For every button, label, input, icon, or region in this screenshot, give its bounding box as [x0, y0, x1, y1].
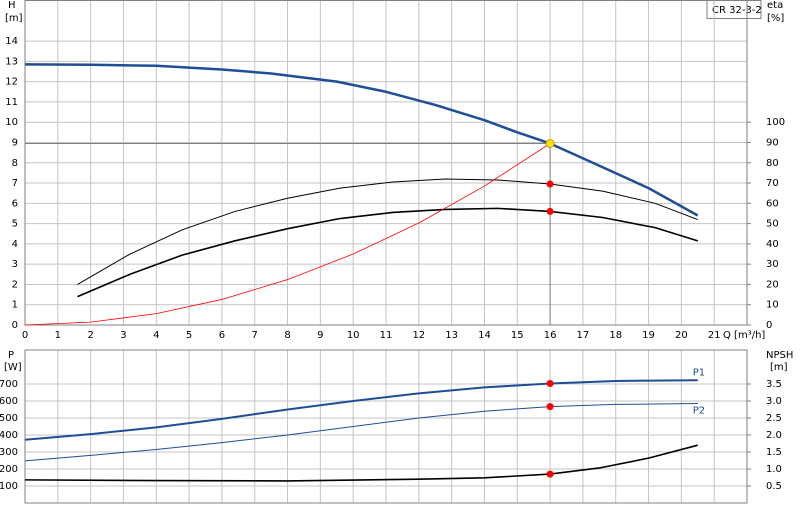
y2-tick-label: 40 — [766, 239, 779, 250]
y-axis-unit: [m] — [5, 13, 23, 24]
y-axis-label: P — [8, 350, 14, 361]
marker-dot — [546, 180, 554, 188]
x-axis-label: Q [m³/h] — [723, 330, 765, 341]
y2-tick-label: 1.5 — [766, 447, 782, 458]
y-tick-label: 13 — [5, 56, 18, 67]
y2-tick-label: 60 — [766, 198, 779, 209]
y-tick-label: 10 — [5, 117, 18, 128]
series-label: P1 — [693, 367, 705, 378]
y-tick-label: 12 — [5, 77, 18, 88]
marker-dot — [546, 470, 554, 478]
y-tick-label: 0 — [12, 320, 18, 331]
y2-axis-label: NPSH — [766, 350, 793, 361]
x-tick-label: 6 — [219, 330, 225, 341]
y2-tick-label: 1.0 — [766, 464, 782, 475]
y2-tick-label: 20 — [766, 279, 779, 290]
y2-axis-unit: [m] — [770, 362, 788, 373]
x-tick-label: 12 — [412, 330, 425, 341]
x-tick-label: 4 — [153, 330, 159, 341]
y-axis-label: H — [8, 0, 16, 11]
curve — [24, 444, 698, 482]
y-tick-label: 5 — [12, 219, 18, 230]
chart-title: CR 32-3-2 — [712, 5, 762, 16]
y2-tick-label: 70 — [766, 178, 779, 189]
y2-tick-label: 100 — [766, 117, 785, 128]
y2-tick-label: 30 — [766, 259, 779, 270]
y2-axis-unit: [%] — [767, 13, 784, 24]
y-tick-label: 100 — [0, 481, 18, 492]
x-tick-label: 19 — [642, 330, 655, 341]
y-tick-label: 6 — [12, 198, 18, 209]
x-tick-label: 18 — [609, 330, 622, 341]
x-tick-label: 17 — [577, 330, 590, 341]
x-tick-label: 11 — [380, 330, 393, 341]
y-tick-label: 9 — [12, 137, 18, 148]
y-tick-label: 300 — [0, 447, 18, 458]
y2-tick-label: 0.5 — [766, 481, 782, 492]
marker-dot — [546, 207, 554, 215]
y2-tick-label: 2.0 — [766, 430, 782, 441]
y2-tick-label: 2.5 — [766, 413, 782, 424]
y-tick-label: 200 — [0, 464, 18, 475]
y-tick-label: 3 — [12, 259, 18, 270]
curve — [24, 379, 698, 441]
y2-tick-label: 50 — [766, 219, 779, 230]
x-tick-label: 15 — [511, 330, 524, 341]
x-tick-label: 1 — [55, 330, 61, 341]
y-tick-label: 4 — [12, 239, 18, 250]
y-tick-label: 11 — [5, 97, 18, 108]
curve — [24, 63, 699, 217]
x-tick-label: 21 — [708, 330, 721, 341]
y-tick-label: 400 — [0, 430, 18, 441]
curve — [77, 207, 699, 298]
x-tick-label: 2 — [87, 330, 93, 341]
x-tick-label: 13 — [445, 330, 458, 341]
curve — [77, 178, 698, 285]
x-tick-label: 5 — [186, 330, 192, 341]
y2-tick-label: 3.5 — [766, 379, 782, 390]
x-tick-label: 14 — [478, 330, 491, 341]
plot-frame — [24, 349, 748, 504]
curve — [24, 403, 698, 462]
x-tick-label: 8 — [284, 330, 290, 341]
y2-tick-label: 10 — [766, 300, 779, 311]
y-tick-label: 7 — [12, 178, 18, 189]
operating-point — [545, 138, 555, 148]
x-tick-label: 7 — [252, 330, 258, 341]
x-tick-label: 16 — [544, 330, 557, 341]
y-tick-label: 14 — [5, 36, 18, 47]
x-tick-label: 20 — [675, 330, 688, 341]
y-tick-label: 700 — [0, 379, 18, 390]
y-tick-label: 8 — [12, 158, 18, 169]
x-tick-label: 9 — [317, 330, 323, 341]
marker-dot — [546, 379, 554, 387]
x-tick-label: 10 — [347, 330, 360, 341]
marker-dot — [546, 403, 554, 411]
y-tick-label: 1 — [12, 300, 18, 311]
y2-tick-label: 90 — [766, 137, 779, 148]
y-axis-unit: [W] — [4, 362, 22, 373]
y2-tick-label: 80 — [766, 158, 779, 169]
x-tick-label: 0 — [22, 330, 28, 341]
y-tick-label: 500 — [0, 413, 18, 424]
x-tick-label: 3 — [120, 330, 126, 341]
series-label: P2 — [693, 406, 705, 417]
y2-tick-label: 0 — [766, 320, 772, 331]
y2-axis-label: eta — [767, 0, 783, 11]
y-tick-label: 600 — [0, 396, 18, 407]
y2-tick-label: 3.0 — [766, 396, 782, 407]
y-tick-label: 2 — [12, 279, 18, 290]
curve — [24, 143, 551, 326]
